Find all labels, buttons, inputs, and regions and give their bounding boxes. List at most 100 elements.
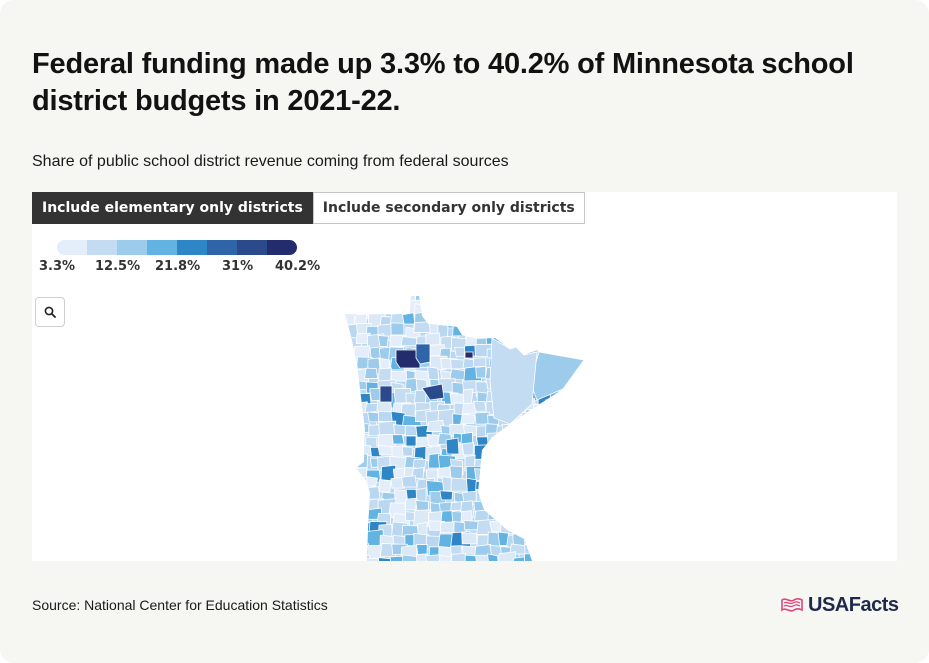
district-shape[interactable] — [511, 434, 530, 451]
district-shape[interactable] — [557, 447, 574, 458]
district-shape[interactable] — [405, 497, 418, 511]
district-shape[interactable] — [524, 553, 539, 561]
district-shape[interactable] — [510, 500, 524, 513]
district-shape[interactable] — [497, 312, 515, 327]
district-shape[interactable] — [379, 293, 400, 307]
district-shape[interactable] — [548, 303, 561, 314]
district-shape[interactable] — [546, 479, 565, 492]
district-shape[interactable] — [558, 292, 575, 304]
district-shape[interactable] — [342, 534, 355, 546]
district-shape[interactable] — [534, 425, 549, 437]
district-shape[interactable] — [559, 512, 572, 524]
district-shape[interactable] — [561, 433, 577, 451]
district-shape[interactable] — [572, 546, 593, 558]
district-shape[interactable] — [441, 303, 459, 318]
district-shape[interactable] — [400, 336, 419, 347]
district-shape[interactable] — [497, 531, 510, 546]
district-shape[interactable] — [555, 476, 575, 490]
district-shape[interactable] — [344, 399, 359, 415]
district-shape[interactable] — [582, 433, 599, 446]
district-shape[interactable] — [368, 290, 387, 307]
district-shape[interactable] — [571, 325, 589, 337]
district-shape[interactable] — [572, 304, 584, 321]
district-shape[interactable] — [524, 335, 541, 347]
district-shape[interactable] — [475, 489, 488, 503]
district-shape[interactable] — [572, 423, 586, 441]
district-shape[interactable] — [532, 435, 548, 450]
district-shape[interactable] — [495, 292, 511, 308]
district-shape[interactable] — [561, 489, 577, 501]
district-shape[interactable] — [473, 400, 487, 412]
district-shape[interactable] — [498, 302, 511, 320]
district-shape[interactable] — [425, 554, 441, 561]
district-shape[interactable] — [570, 434, 590, 445]
district-shape[interactable] — [461, 532, 478, 545]
district-shape[interactable] — [474, 315, 494, 331]
district-shape[interactable] — [500, 455, 518, 470]
district-shape[interactable] — [344, 378, 358, 391]
district-shape[interactable] — [536, 544, 555, 557]
district-shape[interactable] — [473, 444, 489, 461]
district-shape[interactable] — [512, 487, 534, 500]
district-shape[interactable] — [363, 557, 380, 561]
district-shape[interactable] — [512, 312, 525, 326]
district-shape[interactable] — [583, 502, 603, 517]
district-shape[interactable] — [344, 299, 359, 314]
district-shape[interactable] — [477, 299, 492, 317]
district-shape[interactable] — [465, 304, 482, 316]
district-shape[interactable] — [536, 534, 555, 545]
district-shape[interactable] — [568, 380, 586, 394]
district-shape[interactable] — [464, 554, 479, 561]
district-shape[interactable] — [511, 556, 526, 561]
district-shape[interactable] — [354, 422, 371, 433]
zoom-button[interactable] — [35, 297, 65, 327]
district-shape[interactable] — [340, 555, 356, 561]
district-shape[interactable] — [489, 490, 506, 501]
district-shape[interactable] — [390, 476, 405, 489]
district-shape[interactable] — [546, 554, 560, 561]
district-shape[interactable] — [391, 434, 405, 445]
district-shape[interactable] — [535, 487, 548, 500]
district-shape[interactable] — [522, 490, 539, 507]
district-shape[interactable] — [547, 497, 570, 512]
district-shape[interactable] — [582, 555, 595, 561]
district-shape[interactable] — [473, 323, 493, 337]
district-shape[interactable] — [345, 521, 360, 534]
district-shape[interactable] — [511, 512, 525, 530]
district-shape[interactable] — [451, 553, 467, 561]
district-shape[interactable] — [520, 323, 538, 336]
district-shape[interactable] — [559, 323, 578, 339]
district-shape[interactable] — [531, 442, 553, 461]
district-shape[interactable] — [586, 336, 598, 350]
district-shape[interactable] — [545, 323, 562, 337]
district-shape[interactable] — [533, 512, 552, 526]
district-shape[interactable] — [547, 409, 566, 427]
district-shape[interactable] — [524, 457, 537, 473]
district-shape[interactable] — [487, 302, 506, 317]
district-shape[interactable] — [522, 311, 538, 324]
district-shape[interactable] — [570, 393, 589, 407]
district-shape[interactable] — [343, 479, 358, 492]
district-shape[interactable] — [546, 332, 560, 344]
district-shape[interactable] — [585, 323, 597, 337]
district-shape[interactable] — [557, 412, 571, 424]
district-shape[interactable] — [344, 413, 363, 430]
district-shape[interactable] — [581, 456, 596, 472]
district-shape[interactable] — [485, 313, 504, 328]
district-shape[interactable] — [497, 501, 513, 514]
district-shape[interactable] — [557, 336, 576, 351]
district-shape[interactable] — [452, 315, 470, 328]
district-shape[interactable] — [549, 423, 569, 435]
district-shape[interactable] — [536, 499, 550, 512]
district-shape[interactable] — [582, 292, 594, 306]
district-shape[interactable] — [510, 304, 522, 316]
district-shape[interactable] — [390, 322, 405, 336]
district-shape[interactable] — [571, 480, 588, 498]
district-shape[interactable] — [583, 402, 598, 417]
district-shape[interactable] — [558, 390, 576, 402]
district-shape[interactable] — [548, 466, 567, 482]
district-shape[interactable] — [452, 322, 465, 337]
district-shape[interactable] — [485, 478, 499, 494]
tab-secondary-only[interactable]: Include secondary only districts — [312, 192, 585, 224]
district-shape[interactable] — [475, 554, 490, 561]
